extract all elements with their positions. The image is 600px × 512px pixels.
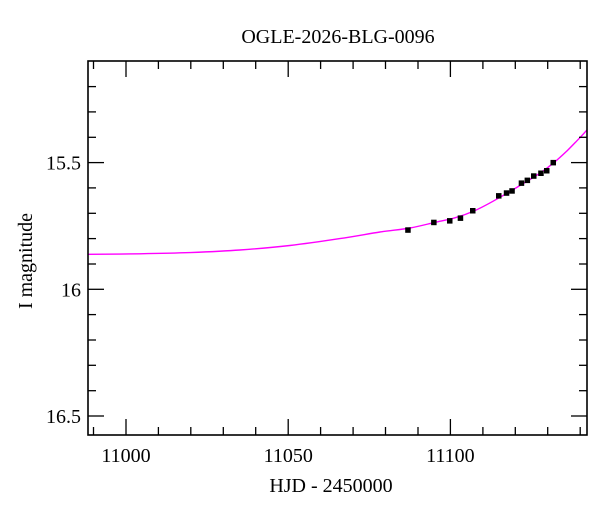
y-tick-label: 16.5 (46, 406, 81, 428)
data-point (531, 173, 537, 179)
x-axis-label: HJD - 2450000 (269, 475, 392, 497)
x-tick-label: 11050 (264, 445, 313, 467)
data-point (518, 180, 525, 186)
data-point (550, 159, 556, 166)
data-point (503, 190, 510, 196)
x-tick-label: 11100 (426, 445, 475, 467)
model-curve-path (87, 129, 588, 255)
y-axis-label: I magnitude (15, 213, 37, 309)
axis-tick-labels: 11000 11050 11100 15.5 16 16.5 (46, 153, 475, 467)
data-point (405, 227, 411, 233)
data-point (496, 193, 502, 199)
data-point (509, 188, 515, 194)
model-curve (87, 129, 588, 255)
data-point (544, 168, 550, 174)
data-point (538, 170, 544, 176)
axis-ticks (88, 61, 587, 435)
x-tick-label: 11000 (101, 445, 150, 467)
data-point (470, 208, 476, 214)
plot-frame (87, 60, 588, 436)
chart-title: OGLE-2026-BLG-0096 (241, 26, 434, 48)
data-points (405, 159, 556, 233)
data-point (457, 215, 464, 221)
data-point (431, 219, 437, 226)
y-tick-label: 15.5 (46, 153, 81, 175)
data-point (447, 218, 453, 224)
y-tick-label: 16 (61, 279, 81, 301)
data-point (524, 177, 531, 184)
